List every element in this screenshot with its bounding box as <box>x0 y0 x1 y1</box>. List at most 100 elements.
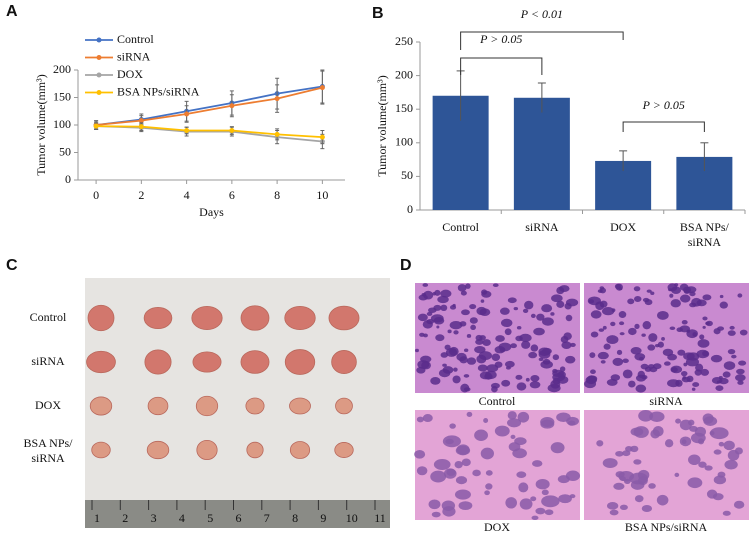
tumor <box>91 441 111 459</box>
nucleus <box>505 366 511 370</box>
nucleus <box>634 353 646 361</box>
nucleus <box>529 381 541 389</box>
nucleus <box>550 379 561 389</box>
nucleus <box>689 291 696 297</box>
nucleus <box>500 318 513 328</box>
ruler-label: 9 <box>320 511 326 525</box>
tumor <box>240 350 270 374</box>
nucleus <box>417 313 428 322</box>
nucleus <box>736 368 745 375</box>
nucleus <box>510 434 516 439</box>
nucleus <box>423 290 434 300</box>
nucleus <box>442 506 456 517</box>
nucleus <box>669 293 674 298</box>
x-tick-label: DOX <box>610 220 636 234</box>
nucleus <box>483 418 489 423</box>
nucleus <box>474 429 488 441</box>
nucleus <box>452 375 461 384</box>
nucleus <box>460 290 467 296</box>
ruler-label: 4 <box>179 511 185 525</box>
row-label: BSA NPs/siRNA <box>23 436 73 465</box>
nucleus <box>612 357 624 366</box>
y-tick-label: 250 <box>395 34 413 48</box>
x-axis-label: Days <box>199 205 224 219</box>
nucleus <box>703 416 718 426</box>
nucleus <box>697 438 705 445</box>
panel-letter: D <box>400 257 412 274</box>
nucleus <box>627 298 635 305</box>
nucleus <box>517 411 530 423</box>
nucleus <box>610 321 616 327</box>
series-line <box>96 125 323 143</box>
nucleus <box>670 299 681 308</box>
nucleus <box>561 341 572 350</box>
nucleus <box>557 371 566 379</box>
ruler-label: 3 <box>151 511 157 525</box>
nucleus <box>556 300 565 308</box>
tumor <box>240 305 270 331</box>
nucleus <box>630 445 639 453</box>
nucleus <box>718 441 725 447</box>
nucleus <box>590 310 602 319</box>
nucleus <box>465 283 471 289</box>
significance-label: P > 0.05 <box>479 32 522 46</box>
nucleus <box>618 287 623 291</box>
nucleus <box>633 459 642 465</box>
nucleus <box>710 354 723 363</box>
nucleus <box>524 300 534 310</box>
nucleus <box>461 309 470 316</box>
ruler-label: 6 <box>236 511 242 525</box>
nucleus <box>704 465 713 471</box>
y-tick-label: 100 <box>53 117 71 131</box>
nucleus <box>533 327 545 336</box>
nucleus <box>449 423 456 429</box>
nucleus <box>556 286 565 295</box>
point <box>229 103 235 109</box>
nucleus <box>535 479 550 490</box>
nucleus <box>680 370 688 377</box>
ruler-label: 7 <box>264 511 270 525</box>
nucleus <box>642 320 652 330</box>
row-label: Control <box>30 310 67 324</box>
nucleus <box>421 361 431 370</box>
tumor <box>192 351 222 373</box>
nucleus <box>456 444 470 455</box>
nucleus <box>500 307 510 315</box>
nucleus <box>492 283 499 288</box>
row-label: siRNA <box>31 354 65 368</box>
nucleus <box>723 361 736 370</box>
nucleus <box>675 418 681 424</box>
nucleus <box>589 352 596 359</box>
nucleus <box>415 348 419 353</box>
nucleus <box>414 449 426 459</box>
legend-marker <box>96 55 102 60</box>
tumor <box>87 304 115 332</box>
nucleus <box>657 310 669 320</box>
nucleus <box>729 325 735 330</box>
nucleus <box>486 364 499 373</box>
nucleus <box>674 283 679 287</box>
nucleus <box>722 371 731 378</box>
nucleus <box>507 297 517 304</box>
nucleus <box>607 502 619 510</box>
nucleus <box>494 346 506 354</box>
nucleus <box>485 470 493 476</box>
nucleus <box>428 307 437 313</box>
nucleus <box>650 291 655 295</box>
nucleus <box>599 287 607 294</box>
nucleus <box>638 410 654 422</box>
nucleus <box>679 294 691 303</box>
nucleus <box>477 364 488 372</box>
nucleus <box>458 501 473 510</box>
legend-marker <box>96 37 102 43</box>
nucleus <box>478 351 492 361</box>
nucleus <box>515 374 523 380</box>
nucleus <box>484 490 490 496</box>
legend-label: siRNA <box>117 49 151 63</box>
nucleus <box>530 313 536 318</box>
nucleus <box>596 440 604 447</box>
nucleus <box>469 317 478 324</box>
y-axis-label: Tumor volume(mm³) <box>375 75 389 177</box>
nucleus <box>422 283 429 287</box>
tumor <box>143 306 173 330</box>
